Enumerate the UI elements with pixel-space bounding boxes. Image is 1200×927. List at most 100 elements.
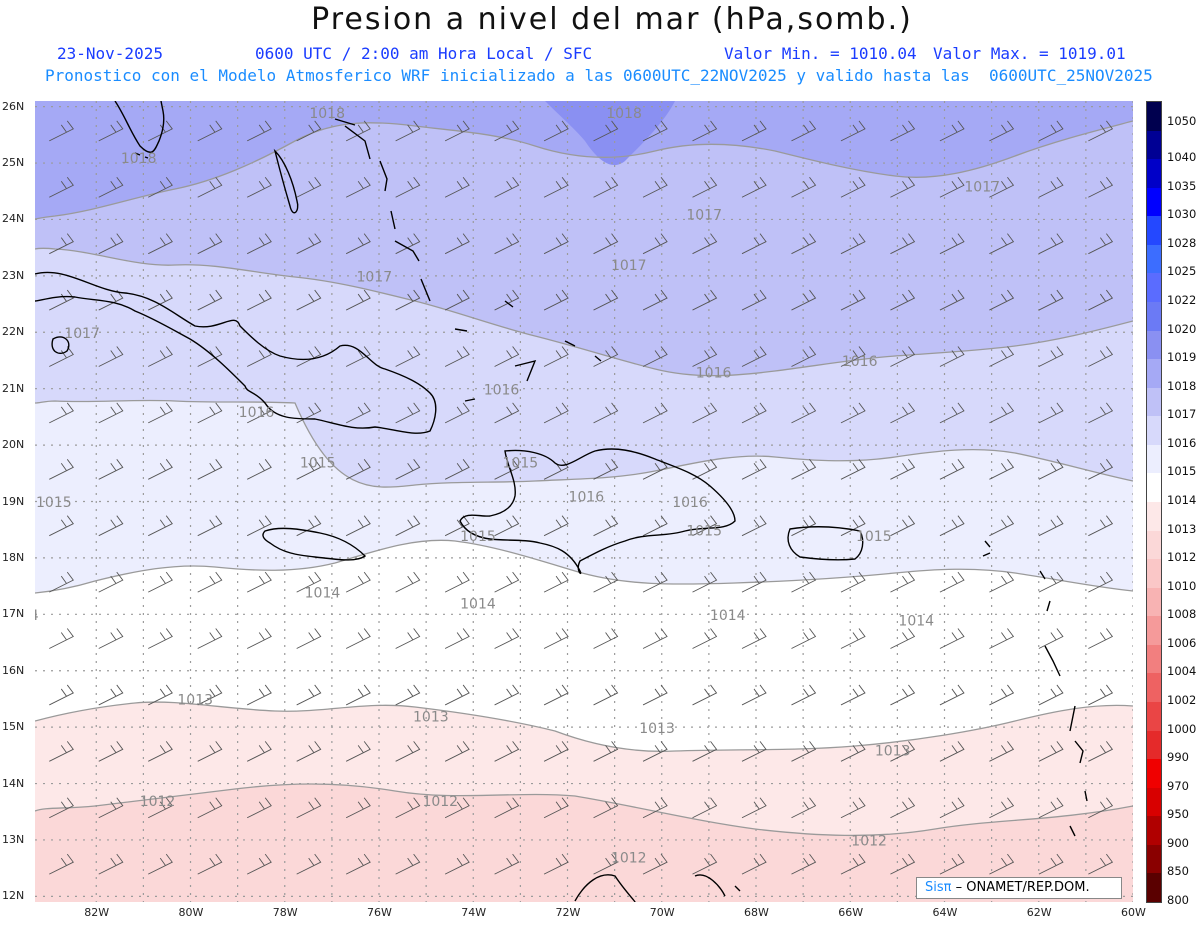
isobar-1015 xyxy=(35,539,1133,594)
isobar-label: 1014 xyxy=(460,597,496,613)
wind-barb xyxy=(444,741,470,762)
wind-barb xyxy=(543,853,569,875)
isobar-1016 xyxy=(35,399,1133,488)
colorbar-swatch xyxy=(1147,559,1161,589)
colorbar-swatch xyxy=(1147,673,1161,703)
wind-barb xyxy=(741,289,767,311)
pressure-map[interactable]: 1018 1018 1018 1017 1017 1017 1017 1017 1016 1016… xyxy=(35,101,1133,902)
wind-barb xyxy=(345,684,371,706)
isobar-label: 1013 xyxy=(639,721,675,737)
wind-barb xyxy=(296,797,322,819)
colorbar-label: 1017 xyxy=(1167,407,1197,422)
isobar-label: 1016 xyxy=(569,490,605,506)
wind-barb xyxy=(741,459,767,480)
colorbar-label: 1028 xyxy=(1167,235,1197,250)
wind-barb xyxy=(444,402,470,424)
wind-barb xyxy=(345,571,371,593)
isla-juventud xyxy=(51,336,70,355)
colorbar-label: 1035 xyxy=(1167,178,1197,193)
colorbar-swatch xyxy=(1147,359,1161,389)
colorbar-label: 1050 xyxy=(1167,113,1197,128)
colorbar-label: 850 xyxy=(1167,864,1189,879)
isobar-1017 xyxy=(35,247,1133,377)
map-canvas: 1018 1018 1018 1017 1017 1017 1017 1017 1016 1016… xyxy=(35,101,1133,902)
wind-barb xyxy=(890,233,916,255)
colorbar-label: 1019 xyxy=(1167,350,1197,365)
wind-barb xyxy=(593,684,619,706)
colorbar-label: 950 xyxy=(1167,807,1189,822)
wind-barb xyxy=(1038,515,1064,537)
isobar-label: 1013 xyxy=(413,709,449,725)
latitude-label: 26N xyxy=(2,99,25,113)
wind-barb xyxy=(543,628,569,649)
colorbar-label: 1015 xyxy=(1167,464,1197,479)
wind-barb xyxy=(197,459,223,480)
map-title: Presion a nivel del mar (hPa,somb.) xyxy=(311,2,913,37)
isobar-1013 xyxy=(35,783,1133,837)
latitude-label: 25N xyxy=(2,156,25,170)
jamaica-coast xyxy=(262,527,367,561)
isobar-label: 1018 xyxy=(606,106,642,122)
wind-barb xyxy=(49,797,74,819)
colorbar-swatch xyxy=(1147,644,1161,674)
wind-barb xyxy=(444,120,470,142)
wind-barb xyxy=(494,628,520,649)
wind-barb xyxy=(395,233,421,255)
wind-barb xyxy=(98,628,124,649)
wind-barb xyxy=(741,233,767,255)
wind-barb xyxy=(543,289,569,311)
wind-barb xyxy=(741,684,767,706)
wind-barb xyxy=(345,459,371,480)
wind-barb xyxy=(444,459,470,480)
wind-barb xyxy=(197,176,223,198)
wind-barb xyxy=(444,684,470,706)
wind-barb xyxy=(395,628,421,649)
wind-barb xyxy=(593,459,619,480)
wind-barb xyxy=(890,741,916,762)
wind-barb xyxy=(1088,571,1114,593)
wind-barb xyxy=(345,176,371,198)
wind-barb xyxy=(1088,741,1114,762)
wind-barb xyxy=(593,120,619,142)
wind-barb xyxy=(692,346,718,367)
florida-keys xyxy=(134,152,149,159)
wind-barb xyxy=(148,741,173,762)
wind-barb xyxy=(692,120,718,142)
wind-barb xyxy=(296,571,322,593)
wind-barb xyxy=(543,515,569,537)
wind-barb xyxy=(642,346,668,367)
wind-barb xyxy=(1038,233,1064,255)
colorbar-label: 1025 xyxy=(1167,264,1197,279)
wind-barb xyxy=(791,853,817,875)
wind-barb xyxy=(741,515,767,537)
wind-barb xyxy=(989,628,1015,649)
wind-barb xyxy=(642,571,668,593)
colorbar-label: 1010 xyxy=(1167,578,1197,593)
colorbar-label: 1040 xyxy=(1167,150,1197,165)
colorbar-label: 1030 xyxy=(1167,207,1197,222)
wind-barb xyxy=(246,628,272,649)
wind-barb xyxy=(741,120,767,142)
longitude-label: 82W xyxy=(84,906,110,919)
wind-barb xyxy=(296,853,322,875)
wind-barb xyxy=(148,402,173,424)
isobar-label: 1016 xyxy=(239,405,275,421)
wind-barb xyxy=(444,797,470,819)
colorbar-swatch xyxy=(1147,273,1161,303)
wind-barb xyxy=(494,233,520,255)
puerto-rico-coast xyxy=(787,526,864,561)
latitude-label: 19N xyxy=(2,494,25,508)
wind-barb xyxy=(840,289,866,311)
wind-barb xyxy=(791,233,817,255)
wind-barb xyxy=(1038,797,1064,819)
wind-barb xyxy=(444,289,470,311)
wind-barb xyxy=(939,402,965,424)
isobar-label: 1017 xyxy=(964,179,1000,195)
colorbar-swatch xyxy=(1147,616,1161,646)
value-min: Valor Min. = 1010.04 xyxy=(724,44,917,63)
credit-box: Sisπ – ONAMET/REP.DOM. xyxy=(916,877,1122,899)
wind-barb xyxy=(197,853,223,875)
wind-barb xyxy=(296,515,322,537)
wind-barb xyxy=(791,120,817,142)
wind-barb xyxy=(692,176,718,198)
